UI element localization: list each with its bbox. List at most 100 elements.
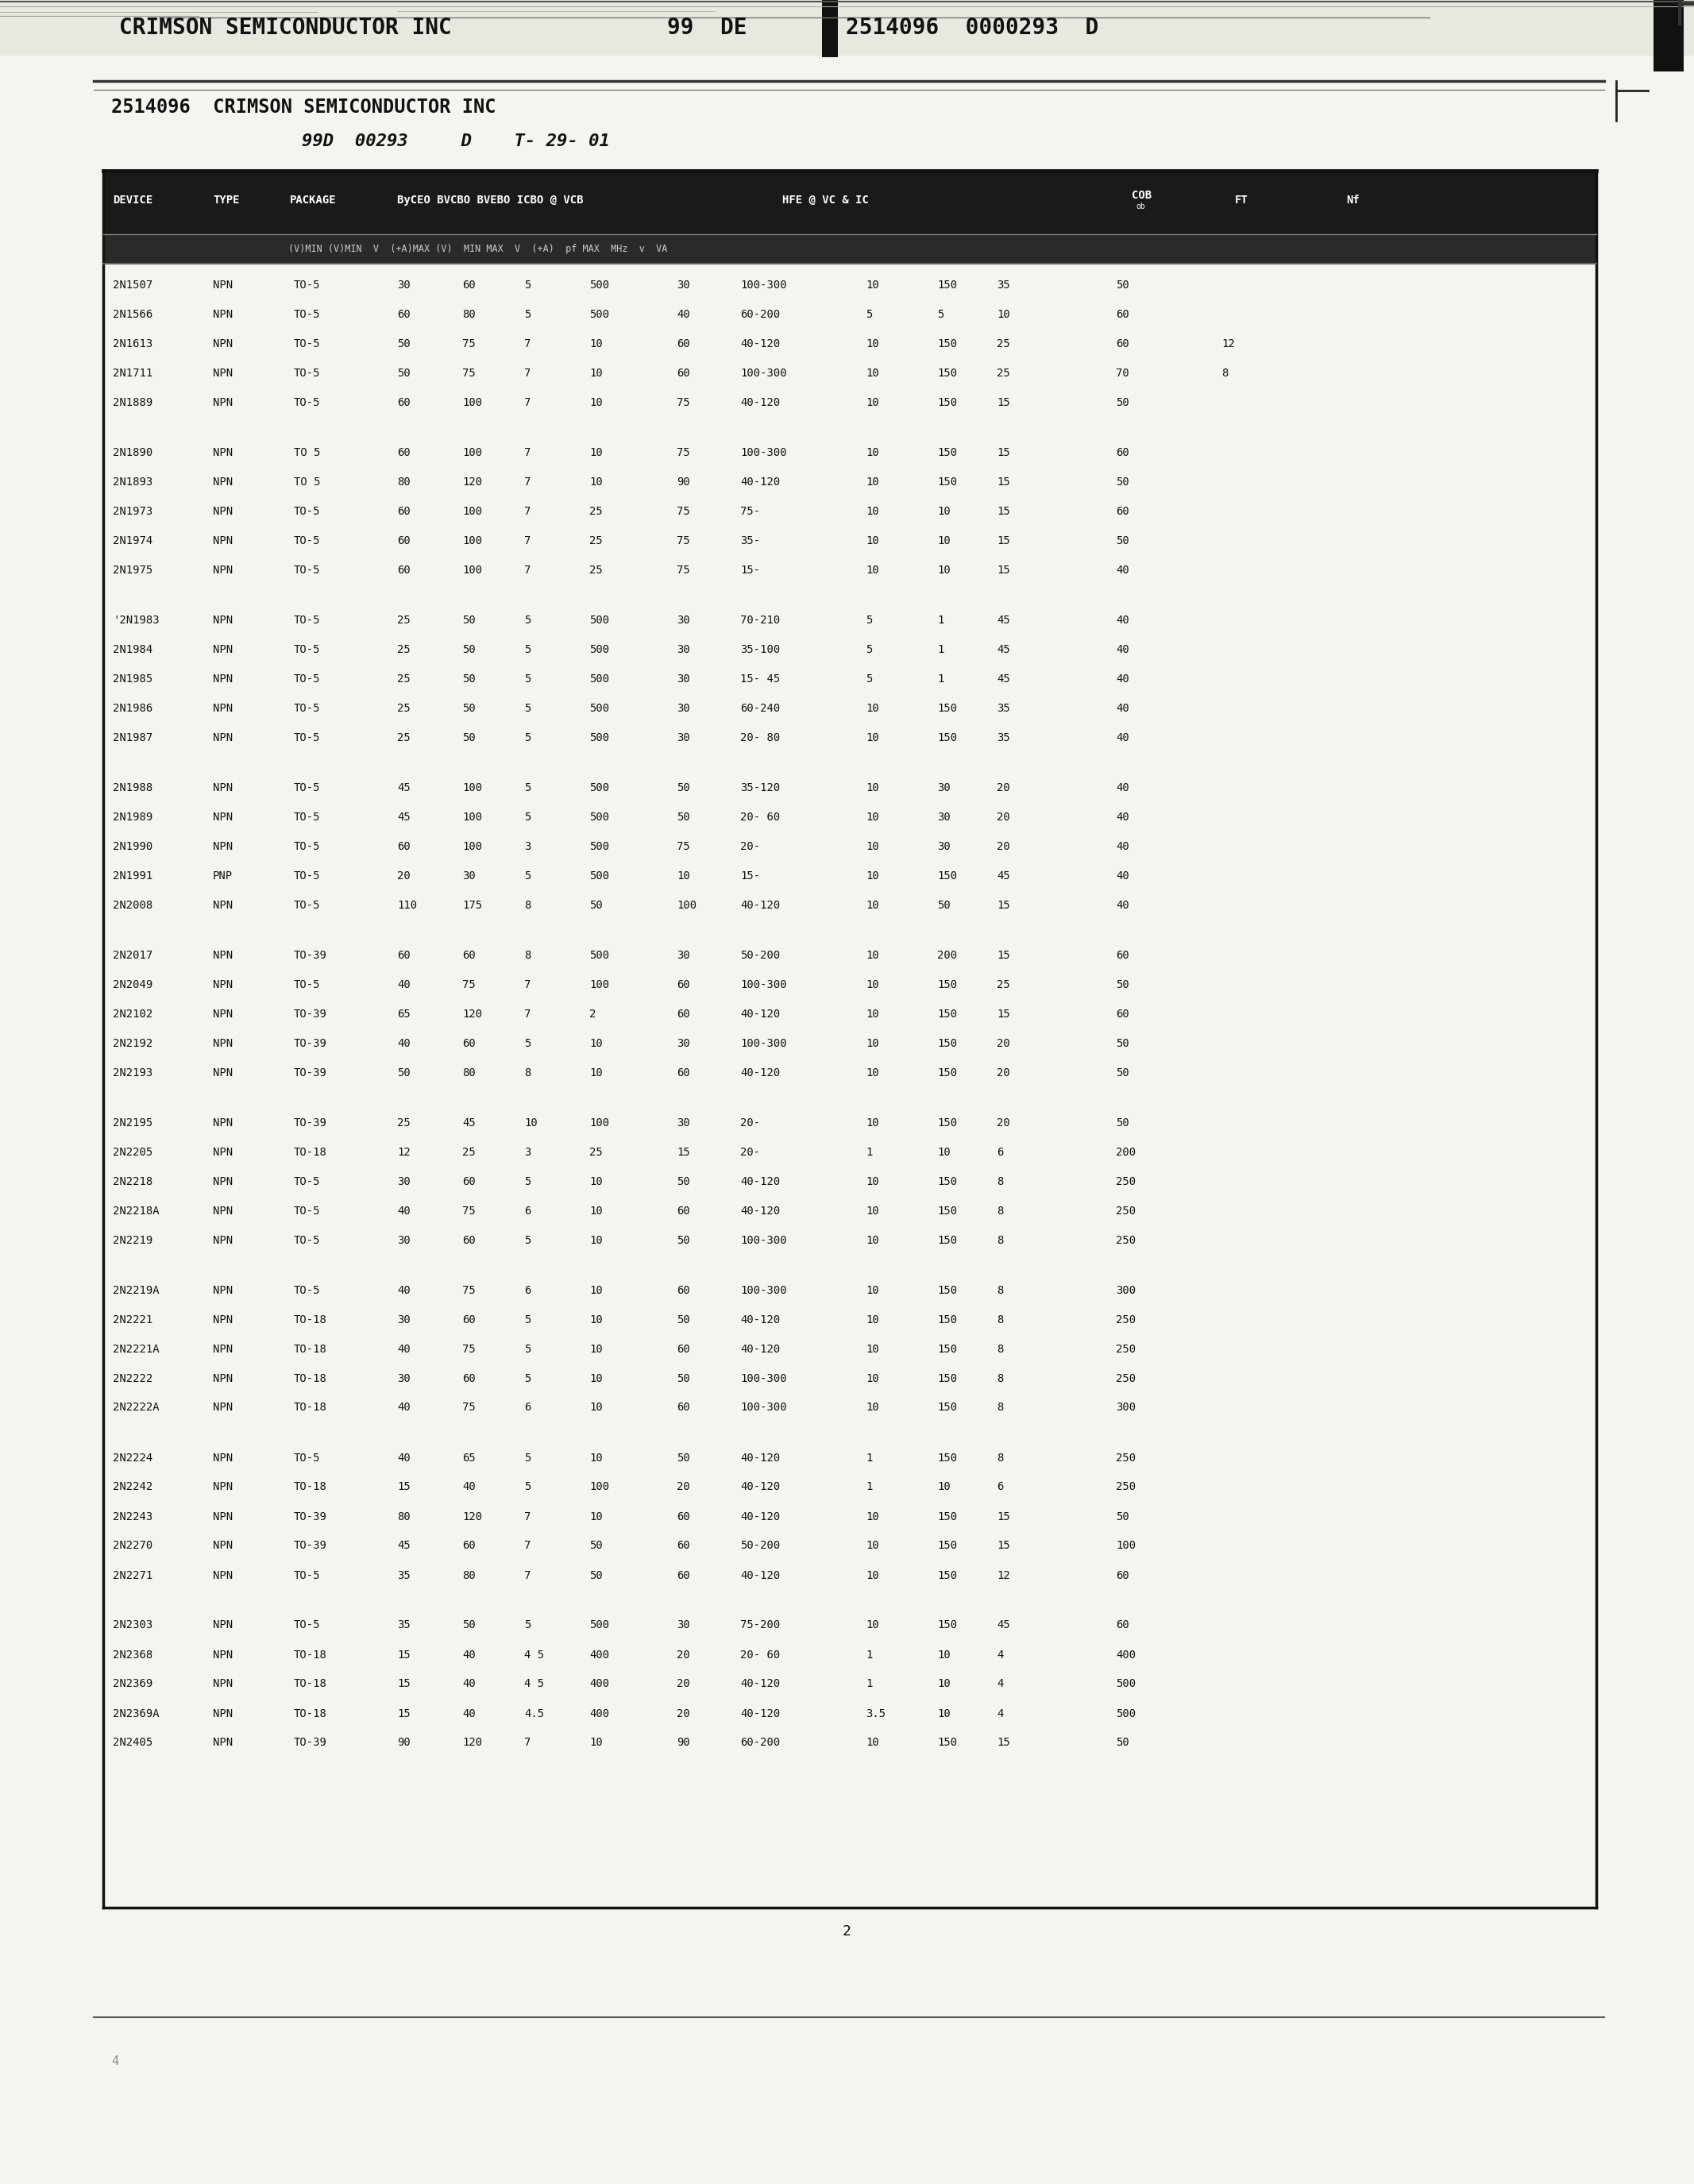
Text: 8: 8 xyxy=(996,1234,1003,1245)
Text: 40: 40 xyxy=(396,1037,410,1048)
Text: 75: 75 xyxy=(462,1284,476,1295)
Text: 5: 5 xyxy=(523,280,530,290)
Text: 15: 15 xyxy=(996,1736,1010,1749)
Text: 100: 100 xyxy=(462,810,483,823)
Text: 60: 60 xyxy=(676,339,689,349)
Text: 1: 1 xyxy=(937,673,944,684)
Text: 25: 25 xyxy=(396,644,410,655)
Text: 7: 7 xyxy=(523,1736,530,1749)
Text: 10: 10 xyxy=(590,1206,603,1216)
Text: 50: 50 xyxy=(676,1175,689,1186)
Text: 5: 5 xyxy=(523,732,530,743)
Text: 50: 50 xyxy=(1116,1736,1130,1749)
Text: 45: 45 xyxy=(996,1621,1010,1631)
Text: 30: 30 xyxy=(676,732,689,743)
Text: 20- 60: 20- 60 xyxy=(740,1649,781,1660)
Text: NPN: NPN xyxy=(213,1009,232,1020)
Text: TO-5: TO-5 xyxy=(293,397,320,408)
Text: 10: 10 xyxy=(866,1206,879,1216)
Text: 10: 10 xyxy=(866,280,879,290)
Text: 5: 5 xyxy=(866,614,872,625)
Text: 20: 20 xyxy=(996,1116,1010,1129)
Text: NPN: NPN xyxy=(213,1511,232,1522)
Text: 100: 100 xyxy=(462,782,483,793)
Text: 80: 80 xyxy=(396,476,410,487)
Text: 10: 10 xyxy=(866,1540,879,1551)
Text: 80: 80 xyxy=(462,1570,476,1581)
Text: TO-5: TO-5 xyxy=(293,614,320,625)
Text: 250: 250 xyxy=(1116,1452,1135,1463)
Text: 75-200: 75-200 xyxy=(740,1621,781,1631)
Text: 10: 10 xyxy=(937,1679,950,1690)
Text: 100-300: 100-300 xyxy=(740,1374,786,1385)
Text: 2N1991: 2N1991 xyxy=(113,869,152,880)
Text: 45: 45 xyxy=(996,644,1010,655)
Text: 50: 50 xyxy=(1116,1037,1130,1048)
Text: 100-300: 100-300 xyxy=(740,1402,786,1413)
Text: 10: 10 xyxy=(866,703,879,714)
Text: 10: 10 xyxy=(866,978,879,989)
Text: 45: 45 xyxy=(396,1540,410,1551)
Text: 6: 6 xyxy=(996,1481,1003,1492)
Text: 2514096  0000293  D: 2514096 0000293 D xyxy=(845,17,1098,39)
Text: 2N2303: 2N2303 xyxy=(113,1621,152,1631)
Text: 150: 150 xyxy=(937,476,957,487)
Text: 10: 10 xyxy=(937,505,950,518)
Text: 150: 150 xyxy=(937,339,957,349)
Text: 35: 35 xyxy=(996,732,1010,743)
Text: 2N1711: 2N1711 xyxy=(113,367,152,378)
Text: 2N1985: 2N1985 xyxy=(113,673,152,684)
Text: 15: 15 xyxy=(996,950,1010,961)
Text: TO-39: TO-39 xyxy=(293,1540,327,1551)
Text: NPN: NPN xyxy=(213,1284,232,1295)
Text: 12: 12 xyxy=(1221,339,1235,349)
Text: 4 5: 4 5 xyxy=(523,1649,544,1660)
Bar xyxy=(103,234,1596,264)
Text: NPN: NPN xyxy=(213,1402,232,1413)
Text: 500: 500 xyxy=(590,673,610,684)
Text: TO-5: TO-5 xyxy=(293,732,320,743)
Text: 10: 10 xyxy=(590,1068,603,1079)
Text: 20- 60: 20- 60 xyxy=(740,810,781,823)
Text: NPN: NPN xyxy=(213,644,232,655)
Text: 2N1989: 2N1989 xyxy=(113,810,152,823)
Text: 4 5: 4 5 xyxy=(523,1679,544,1690)
Text: 15: 15 xyxy=(996,535,1010,546)
Text: 60: 60 xyxy=(462,950,476,961)
Text: TO-39: TO-39 xyxy=(293,1009,327,1020)
Text: 2N2193: 2N2193 xyxy=(113,1068,152,1079)
Text: 2N2271: 2N2271 xyxy=(113,1570,152,1581)
Text: 10: 10 xyxy=(937,1649,950,1660)
Text: 15: 15 xyxy=(996,1540,1010,1551)
Text: TO-18: TO-18 xyxy=(293,1708,327,1719)
Text: 7: 7 xyxy=(523,339,530,349)
Text: 2N1973: 2N1973 xyxy=(113,505,152,518)
Text: 25: 25 xyxy=(996,367,1010,378)
Text: 5: 5 xyxy=(523,1234,530,1245)
Text: 500: 500 xyxy=(1116,1679,1135,1690)
Text: 500: 500 xyxy=(590,810,610,823)
Text: 5: 5 xyxy=(523,1343,530,1354)
Text: TO-5: TO-5 xyxy=(293,841,320,852)
Text: 1: 1 xyxy=(866,1679,872,1690)
Text: TO-5: TO-5 xyxy=(293,1234,320,1245)
Text: 2N1507: 2N1507 xyxy=(113,280,152,290)
Text: 30: 30 xyxy=(937,841,950,852)
Text: 75-: 75- xyxy=(740,505,761,518)
Text: TO-18: TO-18 xyxy=(293,1374,327,1385)
Text: 5: 5 xyxy=(523,810,530,823)
Text: 40-120: 40-120 xyxy=(740,397,781,408)
Text: 40-120: 40-120 xyxy=(740,1708,781,1719)
Text: 40-120: 40-120 xyxy=(740,1009,781,1020)
Text: 15: 15 xyxy=(996,505,1010,518)
Text: 500: 500 xyxy=(590,841,610,852)
Text: 10: 10 xyxy=(590,1511,603,1522)
Text: 10: 10 xyxy=(866,841,879,852)
Text: 10: 10 xyxy=(866,1736,879,1749)
Text: 7: 7 xyxy=(523,397,530,408)
Text: 75: 75 xyxy=(676,841,689,852)
Text: 5: 5 xyxy=(523,644,530,655)
Text: TYPE: TYPE xyxy=(213,194,239,205)
Text: 75: 75 xyxy=(676,397,689,408)
Text: 60: 60 xyxy=(676,1540,689,1551)
